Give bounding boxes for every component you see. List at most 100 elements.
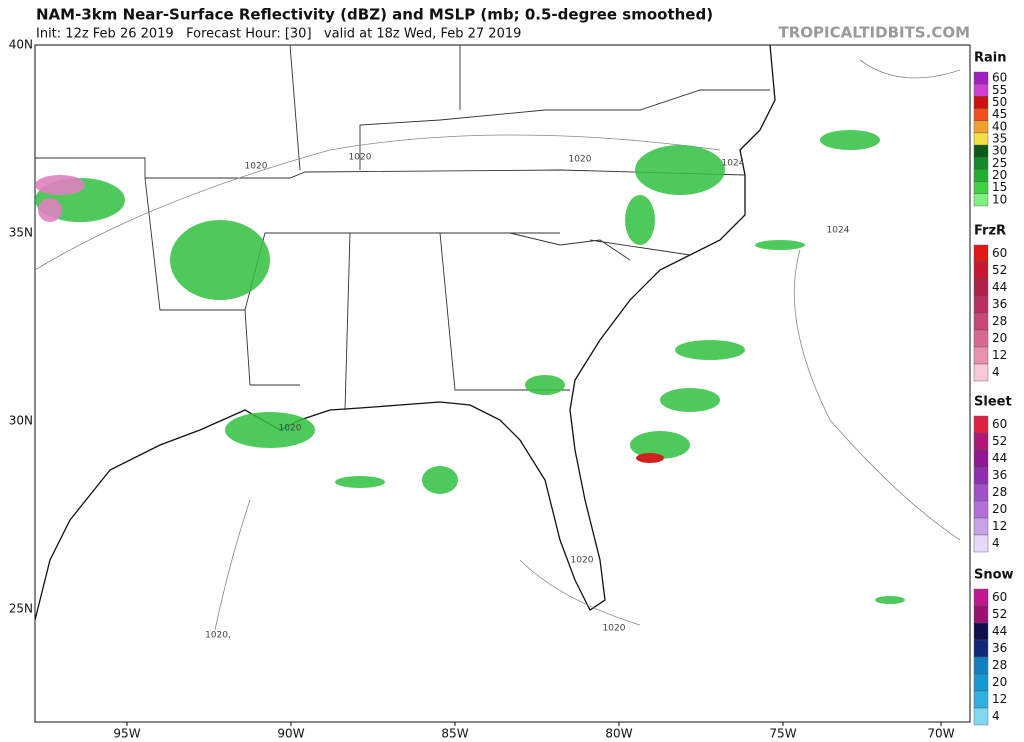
isobars: [34, 59, 961, 631]
legend-swatch: [973, 466, 989, 485]
legend-swatch: [973, 415, 989, 434]
lon-label: 90W: [277, 727, 304, 741]
legend-value: 50: [992, 95, 1007, 109]
legend-title: Rain: [974, 51, 1007, 66]
lat-label: 25N: [9, 602, 33, 616]
legend-value: 52: [992, 434, 1007, 448]
legend-value: 40: [992, 119, 1007, 133]
lat-label: 35N: [9, 226, 33, 240]
legend-swatch: [973, 157, 989, 170]
legend-swatch: [973, 312, 989, 331]
legend-swatch: [973, 132, 989, 146]
legend-swatch: [973, 432, 989, 451]
legend-value: 45: [992, 107, 1007, 121]
legend-swatch: [973, 108, 989, 121]
title: NAM-3km Near-Surface Reflectivity (dBZ) …: [36, 6, 713, 24]
legend-swatch: [973, 181, 989, 195]
legend-swatch: [973, 500, 989, 519]
legend-value: 20: [992, 331, 1007, 345]
legend-title: Snow: [974, 568, 1014, 583]
legend-value: 52: [992, 263, 1007, 277]
legend-swatch: [973, 483, 989, 502]
legend-swatch: [973, 71, 989, 85]
legend-swatch: [973, 588, 989, 607]
legend-swatch: [973, 605, 989, 624]
isobar-label: 1020,: [205, 631, 231, 641]
legend-value: 12: [992, 692, 1007, 706]
legend-swatch: [973, 295, 989, 314]
legend-swatch: [973, 83, 989, 97]
legend-value: 28: [992, 485, 1007, 499]
legend-swatch: [973, 278, 989, 297]
isobar-label: 1024: [722, 159, 745, 169]
legend-swatch: [973, 346, 989, 365]
legend-title: Sleet: [974, 395, 1012, 410]
legend-value: 10: [992, 192, 1007, 206]
map: [34, 44, 971, 723]
legend-value: 60: [992, 590, 1007, 604]
legend-swatch: [973, 244, 989, 263]
lon-label: 70W: [927, 727, 954, 741]
legend-swatch: [973, 169, 989, 182]
legend-swatch: [973, 120, 989, 134]
legend-value: 55: [992, 83, 1007, 97]
legend-value: 12: [992, 519, 1007, 533]
legend-value: 36: [992, 641, 1007, 655]
lat-label: 40N: [9, 38, 33, 52]
legend-swatch: [973, 193, 989, 207]
isobar-label: 1020: [571, 556, 594, 566]
isobar-label: 1024: [827, 226, 850, 236]
isobar-label: 1020: [245, 162, 268, 172]
legend-value: 30: [992, 144, 1007, 158]
legend-value: 36: [992, 468, 1007, 482]
legend-value: 20: [992, 502, 1007, 516]
legend-swatch: [973, 639, 989, 658]
lon-label: 75W: [769, 727, 796, 741]
legend-value: 20: [992, 168, 1007, 182]
isobar-label: 1020: [279, 424, 302, 434]
legend-swatch: [973, 656, 989, 675]
lon-label: 95W: [113, 727, 140, 741]
legend-swatch: [973, 261, 989, 280]
legend-value: 52: [992, 607, 1007, 621]
isobar-label: 1020: [349, 153, 372, 163]
subtitle: Init: 12z Feb 26 2019 Forecast Hour: [30…: [36, 27, 521, 42]
legend-value: 20: [992, 675, 1007, 689]
legend-value: 44: [992, 451, 1007, 465]
watermark: TROPICALTIDBITS.COM: [779, 24, 971, 42]
legend-value: 28: [992, 658, 1007, 672]
lat-label: 30N: [9, 414, 33, 428]
mixed-precip: [35, 175, 85, 222]
legend-value: 28: [992, 314, 1007, 328]
legend-swatch: [973, 534, 989, 553]
legend-value: 60: [992, 417, 1007, 431]
coastline: [34, 44, 776, 621]
legend-swatch: [973, 329, 989, 348]
legend-swatch: [973, 673, 989, 692]
legend-swatch: [973, 96, 989, 109]
legend-value: 25: [992, 156, 1007, 170]
isobar-label: 1020: [603, 624, 626, 634]
legend-value: 4: [992, 536, 1000, 550]
legend-swatch: [973, 144, 989, 158]
legend-swatch: [973, 449, 989, 468]
legend-swatch: [973, 517, 989, 536]
legend-value: 15: [992, 180, 1007, 194]
legend-swatch: [973, 622, 989, 641]
legend-value: 36: [992, 297, 1007, 311]
legend-value: 60: [992, 71, 1007, 85]
legend-value: 44: [992, 624, 1007, 638]
legend-value: 4: [992, 709, 1000, 723]
legend-value: 44: [992, 280, 1007, 294]
lon-label: 80W: [605, 727, 632, 741]
legend-swatch: [973, 363, 989, 382]
heavy-precip: [636, 453, 664, 463]
legend-value: 60: [992, 246, 1007, 260]
map-frame: [34, 44, 971, 723]
isobar-label: 1020: [569, 155, 592, 165]
lon-label: 85W: [441, 727, 468, 741]
legend-title: FrzR: [974, 224, 1006, 239]
legend-swatch: [973, 690, 989, 709]
state-borders: [35, 44, 770, 411]
